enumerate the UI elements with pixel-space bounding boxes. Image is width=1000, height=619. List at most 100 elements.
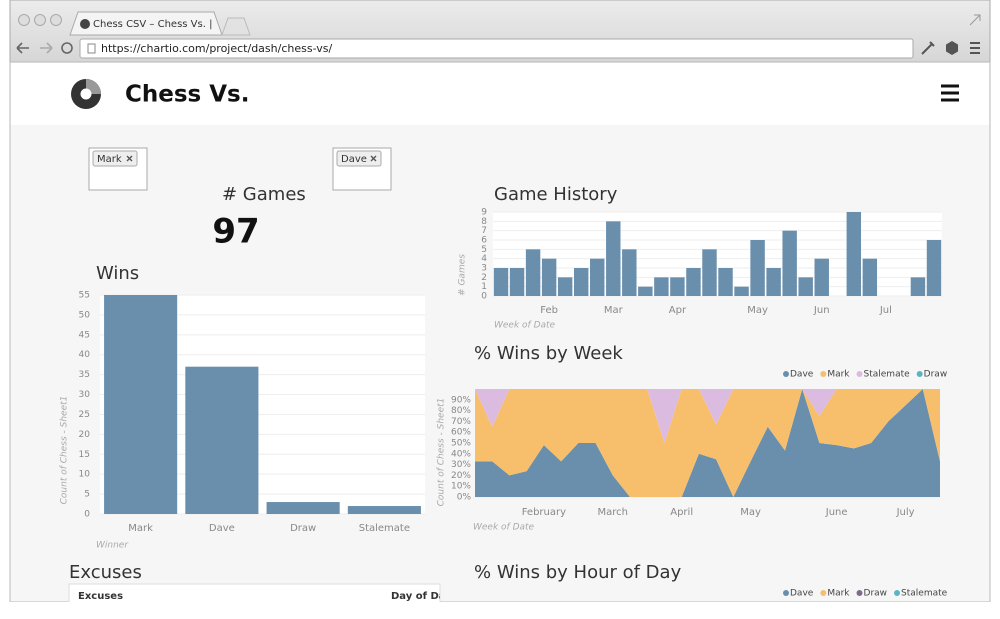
bar	[590, 258, 605, 296]
bar	[509, 268, 525, 296]
bar	[926, 240, 942, 296]
x-axis-label: Week of Date	[494, 321, 556, 331]
area	[475, 389, 940, 497]
address-bar[interactable]	[79, 38, 914, 59]
fullscreen-icon[interactable]	[969, 14, 981, 26]
area	[475, 389, 940, 443]
filter-tag[interactable]	[92, 150, 138, 167]
zoom-button[interactable]	[50, 14, 62, 26]
x-tick-label: March	[598, 507, 628, 518]
x-tick-label: July	[896, 507, 915, 518]
y-tick-label: 0	[481, 292, 487, 302]
bar	[798, 277, 813, 296]
chart-title: Game History	[494, 184, 618, 205]
bar	[814, 258, 829, 296]
url: https://chartio.com/project/dash/chess-v…	[101, 42, 332, 55]
bar	[782, 230, 797, 296]
y-tick-label: 7	[481, 226, 487, 236]
filter-value: Mark	[97, 154, 122, 165]
legend-label: Stalemate	[864, 370, 911, 380]
y-tick-label: 10%	[451, 482, 471, 492]
legend-swatch	[820, 371, 827, 377]
y-tick-label: 35	[79, 370, 90, 380]
kpi-value: 97	[212, 212, 259, 252]
bar	[750, 240, 765, 296]
reload-button[interactable]	[61, 42, 73, 54]
bar	[654, 277, 669, 296]
tools-icon[interactable]	[921, 41, 935, 55]
area	[475, 389, 940, 497]
chart-title: % Wins by Week	[474, 343, 623, 364]
y-tick-label: 25	[79, 410, 90, 420]
legend-swatch	[856, 590, 863, 596]
y-tick-label: 45	[79, 330, 90, 340]
y-tick-label: 0%	[457, 493, 472, 503]
x-tick-label: June	[825, 507, 848, 518]
legend-swatch	[894, 590, 901, 596]
table-header: Excuses Day of Date	[78, 591, 457, 602]
y-axis-label: Count of Chess - Sheet1	[437, 398, 447, 507]
y-tick-label: 55	[79, 291, 90, 301]
y-tick-label: 5	[84, 490, 90, 500]
x-tick-label: February	[522, 507, 566, 518]
y-tick-label: 30	[79, 390, 91, 400]
extension-icon[interactable]	[946, 41, 958, 55]
bar	[622, 249, 637, 296]
remove-icon[interactable]	[126, 155, 133, 162]
bar	[734, 286, 749, 296]
y-tick-label: 70%	[451, 417, 471, 427]
x-tick-label: Mark	[128, 523, 153, 534]
remove-icon[interactable]	[370, 155, 377, 162]
legend-swatch	[916, 371, 923, 377]
y-tick-label: 50	[79, 310, 91, 320]
legend-swatch	[820, 590, 827, 596]
y-tick-label: 50%	[451, 439, 471, 449]
y-tick-label: 3	[481, 264, 487, 274]
bar	[846, 212, 862, 296]
y-tick-label: 9	[481, 208, 487, 218]
minimize-button[interactable]	[34, 14, 46, 26]
y-tick-label: 30%	[451, 460, 471, 470]
y-tick-label: 80%	[451, 406, 471, 416]
column-header: Day of Date	[391, 591, 457, 602]
tab-icon	[80, 19, 90, 29]
legend-label: Dave	[790, 370, 814, 380]
forward-button[interactable]	[40, 42, 53, 54]
chart-title: Wins	[96, 263, 139, 284]
table	[68, 583, 441, 605]
x-axis-label: Winner	[96, 541, 129, 551]
filter-tag[interactable]	[336, 150, 382, 167]
close-button[interactable]	[18, 14, 30, 26]
x-axis-label: Week of Date	[473, 523, 535, 533]
chart-title: % Wins by Hour of Day	[474, 562, 682, 583]
kpi-label: # Games	[222, 184, 306, 205]
logo-hole	[80, 88, 92, 100]
y-tick-label: 1	[481, 282, 487, 292]
legend-label: Mark	[827, 370, 850, 380]
back-button[interactable]	[16, 42, 29, 54]
x-tick-label: Draw	[290, 523, 316, 534]
bar	[525, 249, 541, 296]
bar	[670, 277, 685, 296]
legend-swatch	[783, 590, 789, 596]
y-axis-label: # Games	[458, 254, 468, 296]
legend-label: Draw	[924, 370, 948, 380]
bar	[347, 506, 421, 514]
y-tick-label: 4	[481, 254, 487, 264]
bar	[702, 249, 717, 296]
legend-swatch	[856, 371, 863, 377]
x-tick-label: May	[747, 305, 768, 316]
y-tick-label: 6	[481, 236, 487, 246]
menu-icon[interactable]	[970, 42, 980, 54]
tab[interactable]	[69, 11, 223, 36]
bar	[493, 268, 509, 296]
hamburger-menu[interactable]	[941, 84, 959, 102]
new-tab[interactable]	[221, 17, 251, 36]
tab-title: Chess CSV – Chess Vs. | Chartio	[93, 19, 252, 30]
y-tick-label: 0	[84, 510, 90, 520]
x-tick-label: Stalemate	[359, 523, 410, 534]
y-tick-label: 8	[481, 217, 487, 227]
bar	[862, 258, 878, 296]
